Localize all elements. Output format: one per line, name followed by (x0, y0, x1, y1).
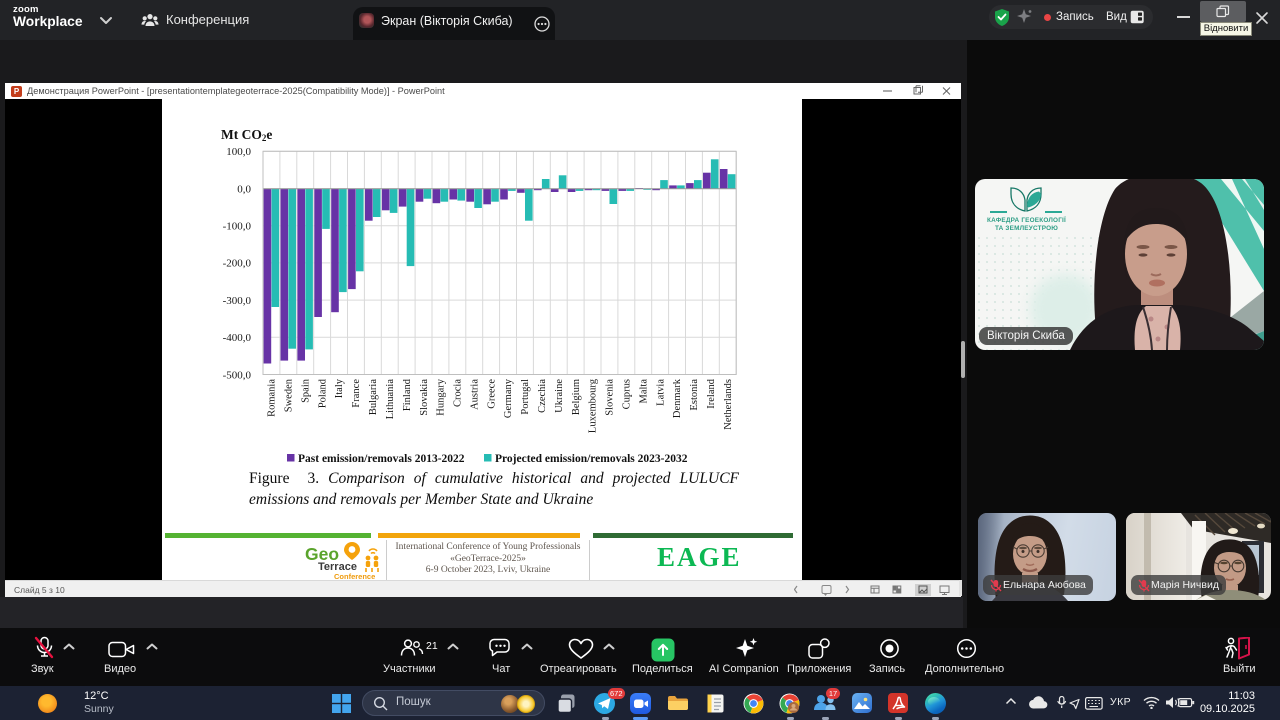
svg-text:Spain: Spain (300, 378, 311, 403)
svg-text:Netherlands: Netherlands (723, 379, 734, 430)
svg-text:Luxembourg: Luxembourg (588, 378, 599, 433)
svg-text:France: France (351, 379, 362, 408)
svg-text:Ireland: Ireland (706, 378, 717, 408)
svg-text:Slovenia: Slovenia (605, 379, 616, 416)
svg-text:Mt CO2e: Mt CO2e (221, 127, 272, 143)
svg-text:Sweden: Sweden (284, 378, 295, 412)
svg-text:Poland: Poland (317, 378, 328, 408)
svg-text:Past emission/removals 2013-20: Past emission/removals 2013-2022 (298, 453, 465, 465)
svg-text:Czechia: Czechia (537, 379, 548, 413)
svg-text:Denmark: Denmark (672, 378, 683, 418)
svg-text:Belgium: Belgium (571, 379, 582, 415)
svg-text:Austria: Austria (469, 379, 480, 410)
svg-text:-100,0: -100,0 (223, 221, 252, 233)
svg-text:-300,0: -300,0 (223, 295, 252, 307)
svg-text:Projected emission/removals 20: Projected emission/removals 2023-2032 (495, 453, 688, 465)
svg-text:Ukraine: Ukraine (554, 379, 565, 413)
svg-text:Bulgaria: Bulgaria (368, 379, 379, 415)
svg-text:Greece: Greece (486, 379, 497, 409)
svg-text:-400,0: -400,0 (223, 332, 252, 344)
svg-text:Romania: Romania (267, 379, 278, 417)
svg-text:Germany: Germany (503, 378, 514, 418)
svg-text:Finland: Finland (402, 378, 413, 411)
svg-text:Portugal: Portugal (520, 379, 531, 415)
svg-text:-500,0: -500,0 (223, 369, 252, 381)
svg-text:Latvia: Latvia (655, 379, 666, 406)
svg-text:0,0: 0,0 (237, 183, 251, 195)
svg-text:-200,0: -200,0 (223, 258, 252, 270)
svg-text:Italy: Italy (334, 378, 345, 398)
svg-text:Estonia: Estonia (689, 379, 700, 411)
svg-text:Lithuania: Lithuania (385, 379, 396, 420)
svg-text:Malta: Malta (638, 379, 649, 404)
svg-text:Crocia: Crocia (453, 379, 464, 407)
svg-text:Slovakia: Slovakia (419, 379, 430, 416)
svg-text:Cuprus: Cuprus (622, 379, 633, 409)
svg-text:100,0: 100,0 (226, 146, 251, 158)
svg-text:Hungary: Hungary (436, 378, 447, 415)
